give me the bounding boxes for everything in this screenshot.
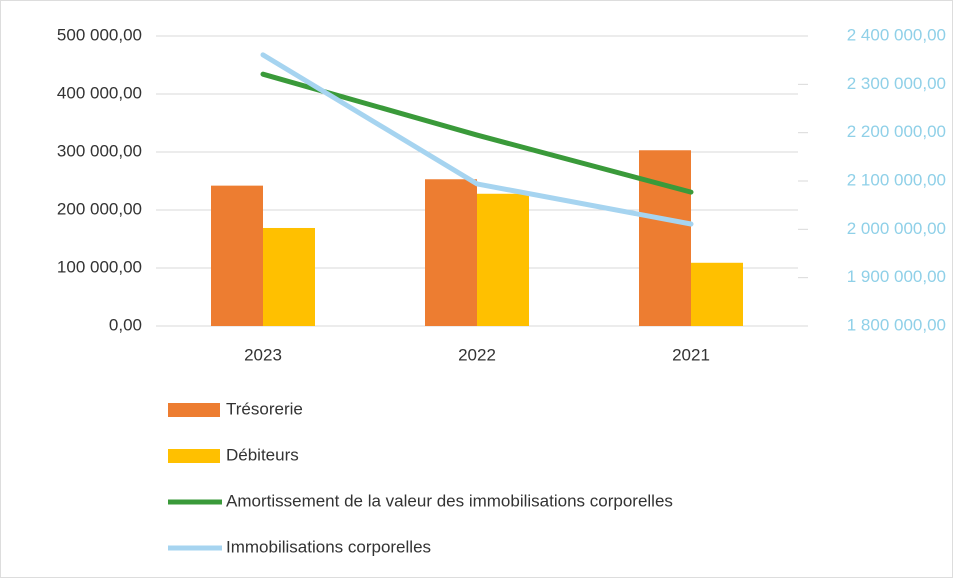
y2-tick-label: 2 000 000,00: [847, 219, 946, 238]
y2-tick-label: 2 300 000,00: [847, 74, 946, 93]
legend-label: Immobilisations corporelles: [226, 537, 431, 556]
legend-label: Amortissement de la valeur des immobilis…: [226, 491, 673, 510]
legend-swatch: [168, 449, 220, 463]
y2-tick-label: 2 400 000,00: [847, 25, 946, 44]
x-tick-label: 2021: [672, 345, 710, 364]
y2-tick-label: 2 100 000,00: [847, 170, 946, 189]
x-tick-label: 2022: [458, 345, 496, 364]
bar: [425, 179, 477, 326]
bar: [639, 150, 691, 326]
y2-tick-label: 1 900 000,00: [847, 267, 946, 286]
y-tick-label: 500 000,00: [57, 25, 142, 44]
y-tick-label: 100 000,00: [57, 257, 142, 276]
legend-swatch: [168, 403, 220, 417]
y-tick-label: 300 000,00: [57, 141, 142, 160]
bar: [691, 262, 743, 326]
line-series: [260, 52, 694, 227]
y-tick-label: 400 000,00: [57, 83, 142, 102]
bar: [263, 227, 315, 326]
bar: [477, 193, 529, 326]
bar: [211, 185, 263, 326]
line-series: [260, 71, 694, 195]
legend-label: Trésorerie: [226, 399, 303, 418]
y2-tick-label: 2 200 000,00: [847, 122, 946, 141]
y-tick-label: 0,00: [109, 315, 142, 334]
y2-tick-label: 1 800 000,00: [847, 315, 946, 334]
x-tick-label: 2023: [244, 345, 282, 364]
legend-label: Débiteurs: [226, 445, 299, 464]
y-tick-label: 200 000,00: [57, 199, 142, 218]
